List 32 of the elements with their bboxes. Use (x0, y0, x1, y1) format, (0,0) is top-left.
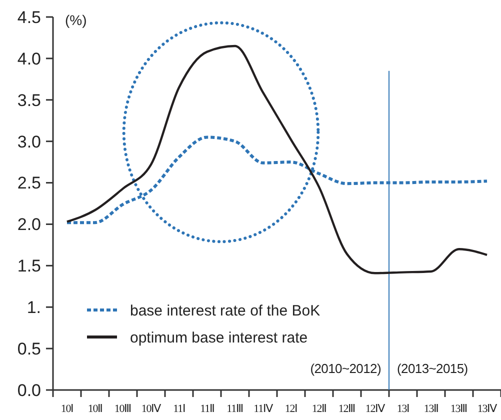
x-tick-label: 10Ⅱ (88, 403, 103, 415)
x-tick-label: 12Ⅳ (365, 403, 386, 415)
y-tick-label: 4.0 (17, 49, 41, 68)
x-tick-label: 11Ⅱ (200, 403, 214, 415)
x-tick-label: 12Ⅲ (338, 403, 356, 415)
annotation: (2013~2015) (397, 361, 468, 376)
y-tick-label: 1.5 (17, 256, 41, 276)
x-tick-label: 10Ⅳ (141, 403, 162, 415)
x-tick-label: 13Ⅲ (450, 403, 468, 415)
y-tick-label: 4.5 (17, 8, 41, 27)
y-tick-label: 2.5 (17, 174, 41, 193)
y-tick-label: 1. (26, 298, 41, 318)
legend-label: base interest rate of the BoK (130, 302, 320, 320)
x-tick-label: 12Ⅰ (284, 403, 298, 415)
x-tick-label: 13Ⅰ (396, 403, 410, 415)
legend-label: optimum base interest rate (130, 329, 308, 346)
y-tick-label: 0.0 (17, 380, 41, 400)
annotation: (2010~2012) (310, 361, 381, 376)
x-tick-label: 11Ⅲ (226, 403, 244, 415)
x-tick-label: 13Ⅳ (477, 403, 498, 415)
line-series (66, 44, 488, 274)
x-tick-label: 13Ⅱ (424, 403, 439, 415)
y-tick-label: 0.5 (17, 340, 41, 359)
x-tick-label: 11Ⅳ (254, 403, 274, 415)
x-tick-label: 10Ⅰ (60, 403, 74, 415)
y-tick-label: 3.0 (17, 132, 41, 152)
y-axis-title: (%) (65, 12, 87, 28)
y-tick-label: 3.5 (17, 90, 41, 110)
x-tick-label: 11Ⅰ (173, 403, 186, 415)
y-tick-label: 2.0 (17, 215, 41, 234)
x-tick-label: 10Ⅲ (114, 403, 132, 415)
x-tick-label: 12Ⅱ (312, 403, 327, 415)
